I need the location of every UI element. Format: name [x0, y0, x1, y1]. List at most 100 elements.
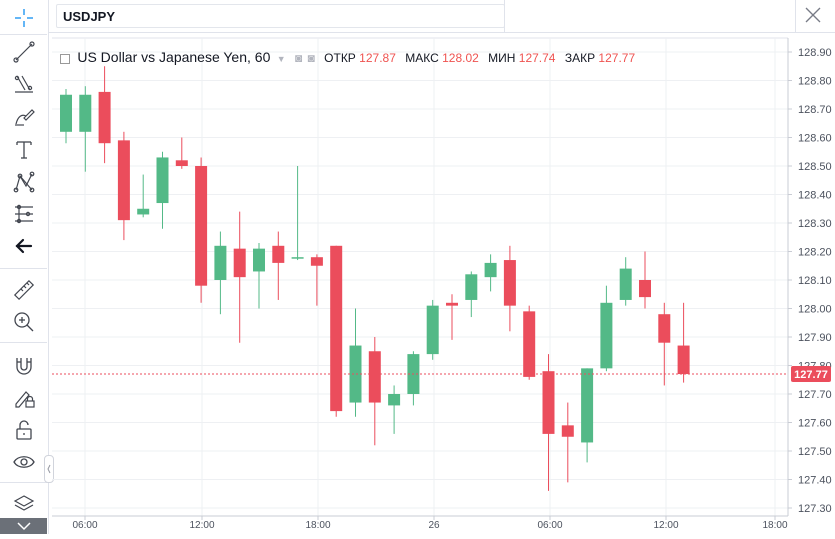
pattern-tool[interactable]: [8, 168, 40, 196]
toolbar-divider: [0, 342, 47, 343]
candle-body: [175, 160, 188, 166]
candle-body: [581, 368, 594, 443]
price-tick-label: 128.10: [798, 275, 832, 287]
low-label: МИН: [488, 51, 516, 65]
chevron-down-icon: [17, 522, 31, 531]
top-bar-divider: [504, 0, 505, 32]
price-tick-label: 127.60: [798, 418, 832, 430]
candle-body: [272, 245, 285, 263]
price-tick-label: 127.30: [798, 503, 832, 515]
remove-drawings-tool[interactable]: [8, 232, 40, 260]
text-icon: [16, 141, 32, 159]
fib-tool[interactable]: [8, 70, 40, 98]
ruler-icon: [13, 279, 35, 301]
candle-body: [291, 257, 304, 259]
candle-body: [446, 302, 458, 306]
brush-icon: [15, 109, 35, 126]
hide-series-icon[interactable]: ◙: [294, 51, 303, 65]
lock-draw-icon: [15, 391, 35, 408]
chart-legend: US Dollar vs Japanese Yen, 60 ▼ ◙ ◙ ОТКР…: [60, 49, 635, 65]
brush-tool[interactable]: [8, 102, 40, 130]
price-tick-label: 128.00: [798, 304, 832, 316]
candle-body: [195, 166, 208, 286]
price-tick-label: 128.80: [798, 76, 832, 88]
trend-line-tool[interactable]: [8, 38, 40, 66]
candle-body: [639, 280, 651, 298]
close-label: ЗАКР: [564, 51, 596, 65]
candle-body: [426, 305, 439, 355]
candle-body: [619, 268, 632, 300]
magnet-tool[interactable]: [8, 352, 40, 380]
price-tick-label: 128.70: [798, 104, 832, 116]
toolbar-scroll-down[interactable]: [0, 518, 47, 534]
crosshair-tool[interactable]: [8, 4, 40, 32]
toolbar-collapse-handle[interactable]: [44, 455, 54, 483]
measure-fork-tool[interactable]: [8, 200, 40, 228]
series-settings-icon[interactable]: ◙: [307, 51, 315, 65]
close-button[interactable]: [800, 2, 826, 28]
candle-body: [600, 302, 613, 369]
candle-body: [484, 262, 497, 278]
price-axis[interactable]: 128.90 128.80 128.70 128.60 128.50 128.40 128.…: [798, 47, 832, 515]
time-tick-label: 18:00: [762, 520, 787, 531]
collapse-legend-icon[interactable]: [60, 53, 70, 64]
grid-lines: [52, 38, 788, 516]
text-tool[interactable]: [8, 136, 40, 164]
ruler-tool[interactable]: [8, 276, 40, 304]
time-tick-label: 06:00: [72, 520, 97, 531]
current-price-badge: [791, 366, 831, 383]
top-bar: USDJPY: [0, 0, 835, 33]
candle-body: [117, 140, 130, 221]
price-tick-label: 128.90: [798, 47, 832, 59]
price-tick-label: 127.50: [798, 446, 832, 458]
candle-body: [156, 157, 169, 204]
toolbar-divider: [0, 482, 47, 483]
candle-body: [253, 248, 265, 272]
crosshair-icon: [15, 9, 33, 27]
candle-body: [60, 94, 72, 132]
candle-body: [465, 274, 478, 300]
price-tick-label: 128.50: [798, 161, 832, 173]
price-tick-label: 128.20: [798, 247, 832, 259]
time-tick-label: 18:00: [305, 520, 330, 531]
unlock-tool[interactable]: [8, 416, 40, 444]
candle-body: [677, 345, 690, 375]
object-tree-tool[interactable]: [8, 490, 40, 518]
candle-body: [98, 91, 111, 144]
top-bar-divider: [795, 0, 796, 32]
price-axis-tick-marks: [788, 51, 792, 509]
candle-body: [503, 260, 516, 306]
magnet-icon: [16, 358, 32, 375]
chevron-left-icon: [47, 464, 51, 474]
legend-title: US Dollar vs Japanese Yen, 60: [77, 49, 271, 65]
candle-body: [310, 257, 323, 266]
pattern-icon: [13, 171, 35, 193]
candle-body: [330, 245, 343, 412]
toolbar-divider: [0, 268, 47, 269]
low-value: 127.74: [518, 51, 556, 65]
layers-icon: [13, 495, 35, 511]
time-axis[interactable]: 06:00 12:00 18:00 26 06:00 12:00 18:00: [72, 516, 788, 531]
price-tick-label: 127.90: [798, 332, 832, 344]
candle-body: [214, 245, 227, 280]
price-tick-label: 128.60: [798, 133, 832, 145]
time-tick-label: 12:00: [189, 520, 214, 531]
candle-body: [368, 351, 381, 403]
price-tick-label: 127.70: [798, 389, 832, 401]
symbol-label: USDJPY: [63, 9, 116, 24]
open-value: 127.87: [359, 51, 396, 65]
candle-body: [542, 371, 555, 434]
zoom-in-tool[interactable]: [8, 308, 40, 336]
high-label: МАКС: [405, 51, 439, 65]
lock-drawing-tool[interactable]: [8, 384, 40, 412]
close-icon: [805, 7, 821, 23]
time-tick-label: 06:00: [537, 520, 562, 531]
time-tick-label: 12:00: [653, 520, 678, 531]
legend-dropdown-icon[interactable]: ▼: [276, 54, 286, 64]
eye-icon: [13, 456, 35, 468]
zoom-in-icon: [14, 312, 34, 332]
price-tick-label: 128.30: [798, 218, 832, 230]
candle-body: [79, 94, 92, 132]
visibility-tool[interactable]: [8, 448, 40, 476]
